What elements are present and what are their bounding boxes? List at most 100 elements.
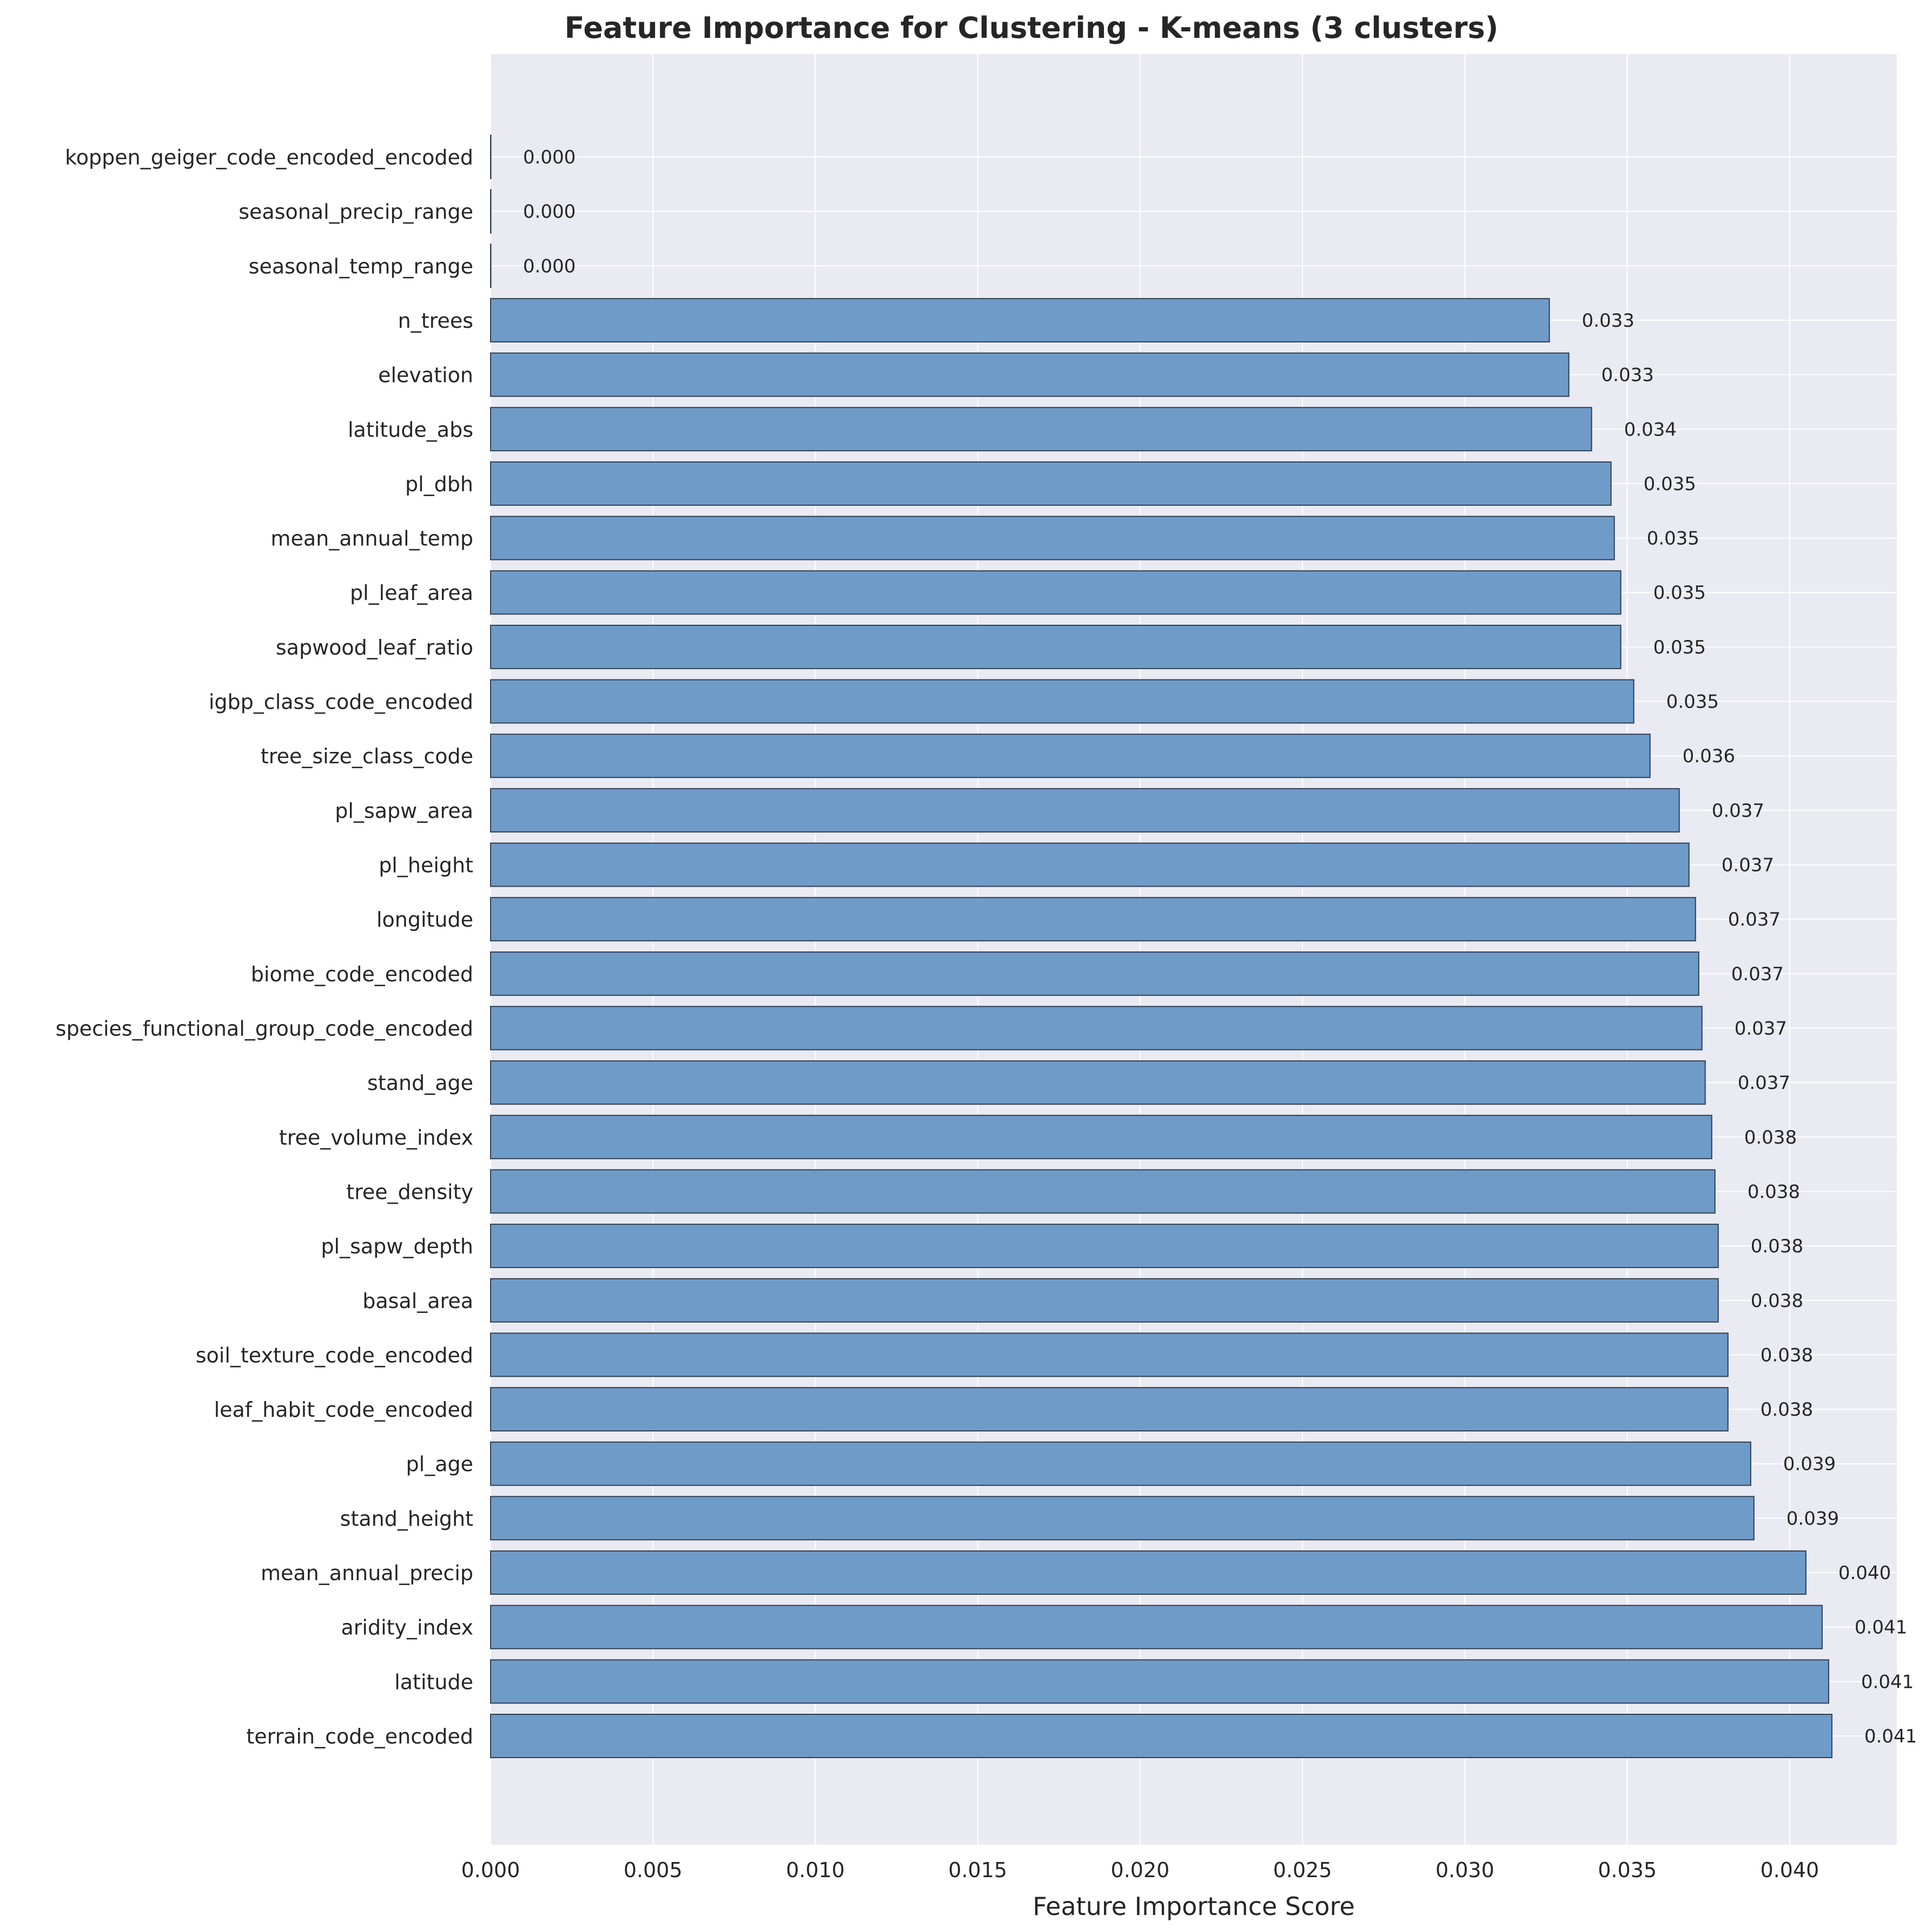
bar: [490, 1714, 1832, 1758]
bar: [490, 407, 1592, 452]
value-label: 0.039: [1787, 1508, 1839, 1529]
category-label: seasonal_precip_range: [239, 200, 473, 224]
category-label: soil_texture_code_encoded: [196, 1343, 473, 1367]
value-label: 0.038: [1761, 1344, 1813, 1366]
value-label: 0.036: [1683, 745, 1735, 767]
value-label: 0.035: [1647, 528, 1699, 550]
category-label: igbp_class_code_encoded: [209, 690, 473, 714]
bar: [490, 516, 1615, 560]
x-tick-label: 0.000: [461, 1858, 520, 1882]
value-label: 0.037: [1735, 1018, 1787, 1039]
value-label: 0.037: [1731, 963, 1784, 985]
category-label: pl_sapw_depth: [321, 1234, 473, 1258]
value-label: 0.041: [1855, 1617, 1907, 1639]
value-label: 0.038: [1748, 1181, 1800, 1203]
category-label: stand_height: [340, 1507, 473, 1530]
value-label: 0.034: [1624, 419, 1677, 440]
category-label: latitude: [394, 1670, 473, 1694]
value-label: 0.041: [1864, 1726, 1917, 1747]
value-label: 0.037: [1728, 909, 1781, 930]
bar: [490, 1114, 1712, 1159]
bar: [490, 570, 1622, 615]
category-label: longitude: [376, 908, 473, 932]
x-tick-label: 0.030: [1435, 1858, 1494, 1882]
category-label: n_trees: [398, 309, 473, 333]
value-label: 0.039: [1783, 1454, 1836, 1475]
bar: [490, 788, 1680, 833]
value-label: 0.000: [523, 255, 575, 277]
value-label: 0.038: [1744, 1127, 1797, 1148]
chart-title: Feature Importance for Clustering - K-me…: [565, 11, 1499, 45]
value-label: 0.035: [1653, 582, 1706, 604]
category-label: koppen_geiger_code_encoded_encoded: [65, 146, 473, 169]
category-label: tree_volume_index: [279, 1126, 473, 1150]
value-label: 0.000: [523, 201, 575, 223]
value-label: 0.035: [1653, 637, 1706, 658]
category-label: elevation: [378, 364, 473, 387]
value-label: 0.033: [1602, 365, 1654, 386]
bar: [490, 1278, 1719, 1323]
category-label: leaf_habit_code_encoded: [214, 1398, 473, 1422]
bar: [490, 352, 1570, 397]
category-label: latitude_abs: [348, 418, 473, 441]
bar: [490, 1659, 1829, 1704]
bar: [490, 842, 1690, 887]
value-label: 0.040: [1838, 1562, 1891, 1584]
bar: [490, 1060, 1706, 1105]
value-label: 0.000: [523, 147, 575, 168]
x-tick-label: 0.015: [948, 1858, 1007, 1882]
x-tick-labels: 0.000 0.005 0.010 0.015 0.020 0.025 0.030 0.035…: [461, 1858, 1819, 1882]
x-tick-label: 0.040: [1760, 1858, 1819, 1882]
bar: [490, 1224, 1719, 1269]
category-label: pl_age: [406, 1452, 473, 1476]
x-tick-label: 0.020: [1111, 1858, 1170, 1882]
category-label: pl_leaf_area: [350, 581, 473, 605]
value-label: 0.038: [1761, 1399, 1813, 1421]
category-label: tree_size_class_code: [261, 744, 473, 768]
bar: [490, 1496, 1755, 1541]
category-label: basal_area: [362, 1289, 473, 1313]
category-label: sapwood_leaf_ratio: [276, 636, 473, 659]
bar: [490, 734, 1651, 778]
bar: [490, 1550, 1807, 1595]
value-label: 0.033: [1582, 310, 1635, 332]
category-label: species_functional_group_code_encoded: [56, 1016, 473, 1040]
x-tick-label: 0.025: [1273, 1858, 1332, 1882]
category-label: seasonal_temp_range: [249, 254, 473, 278]
value-label: 0.035: [1666, 691, 1719, 713]
bar: [490, 679, 1635, 724]
category-label: stand_age: [367, 1071, 473, 1095]
category-label: mean_annual_precip: [261, 1561, 473, 1585]
bar: [490, 1006, 1703, 1051]
bar: [490, 897, 1696, 942]
category-label: biome_code_encoded: [251, 962, 473, 986]
category-label: mean_annual_temp: [270, 527, 473, 551]
category-label: aridity_index: [341, 1616, 474, 1640]
value-label: 0.037: [1738, 1072, 1790, 1094]
value-label: 0.038: [1751, 1236, 1803, 1257]
bar: [490, 1169, 1716, 1214]
bar: [490, 1605, 1823, 1649]
x-tick-label: 0.005: [624, 1858, 683, 1882]
bar: [490, 624, 1622, 669]
bar: [490, 1332, 1729, 1377]
bar: [490, 461, 1612, 506]
bar: [490, 1441, 1751, 1486]
category-label: terrain_code_encoded: [246, 1725, 473, 1748]
bar: [490, 298, 1550, 342]
x-axis-label: Feature Importance Score: [1033, 1892, 1355, 1921]
category-label: pl_height: [379, 854, 473, 877]
bars-group: [490, 135, 1832, 1758]
value-label: 0.038: [1751, 1290, 1803, 1312]
category-label: pl_dbh: [405, 472, 473, 496]
category-label: pl_sapw_area: [335, 799, 473, 823]
value-label: 0.035: [1644, 473, 1696, 495]
value-label: 0.041: [1861, 1671, 1914, 1693]
value-label: 0.037: [1722, 855, 1774, 876]
value-label: 0.037: [1712, 800, 1764, 822]
value-labels: 0.000 0.000 0.000 0.033 0.033 0.034 0.035 0.035…: [523, 147, 1917, 1747]
category-label: tree_density: [346, 1180, 473, 1204]
x-tick-label: 0.035: [1598, 1858, 1657, 1882]
category-labels: koppen_geiger_code_encoded_encodedseason…: [56, 146, 473, 1748]
